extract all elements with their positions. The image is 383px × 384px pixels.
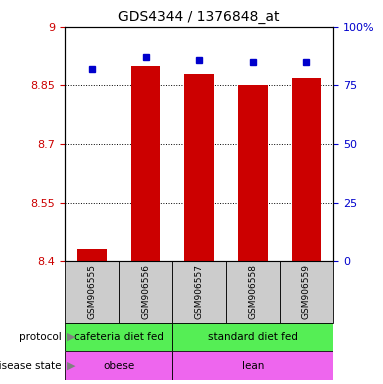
Text: protocol: protocol: [18, 332, 61, 342]
Text: cafeteria diet fed: cafeteria diet fed: [74, 332, 164, 342]
Bar: [131, 66, 160, 261]
Text: ▶: ▶: [67, 361, 75, 371]
Bar: [172, 261, 226, 323]
Text: standard diet fed: standard diet fed: [208, 332, 298, 342]
Bar: [172, 351, 333, 380]
Bar: [65, 323, 172, 351]
Text: obese: obese: [103, 361, 134, 371]
Bar: [238, 86, 267, 261]
Bar: [292, 78, 321, 261]
Text: GSM906555: GSM906555: [87, 264, 97, 319]
Text: GSM906556: GSM906556: [141, 264, 150, 319]
Text: GSM906558: GSM906558: [248, 264, 257, 319]
Bar: [172, 323, 333, 351]
Bar: [65, 261, 119, 323]
Text: GSM906557: GSM906557: [195, 264, 204, 319]
Text: disease state: disease state: [0, 361, 61, 371]
Bar: [65, 351, 172, 380]
Bar: [185, 74, 214, 261]
Text: lean: lean: [242, 361, 264, 371]
Bar: [226, 261, 280, 323]
Title: GDS4344 / 1376848_at: GDS4344 / 1376848_at: [118, 10, 280, 25]
Text: GSM906559: GSM906559: [302, 264, 311, 319]
Bar: [77, 250, 106, 261]
Bar: [119, 261, 172, 323]
Text: ▶: ▶: [67, 332, 75, 342]
Bar: [280, 261, 333, 323]
